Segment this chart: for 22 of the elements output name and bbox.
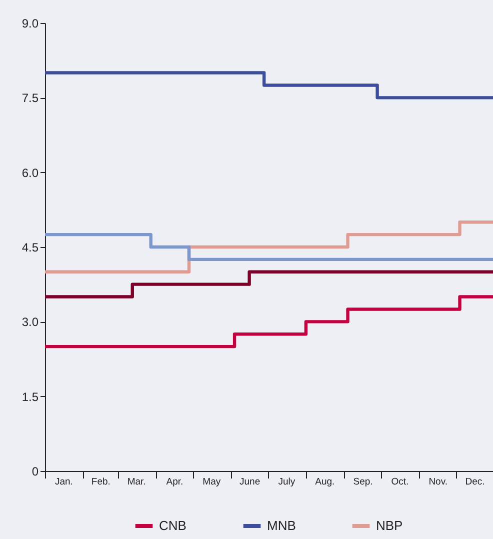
x-tick-label: July xyxy=(278,476,296,488)
y-tick-label: 3.0 xyxy=(22,315,39,330)
x-tick-label: Dec. xyxy=(465,476,485,488)
x-tick-label: May xyxy=(202,476,221,488)
y-tick-label: 6.0 xyxy=(22,166,39,180)
x-tick-label: Sep. xyxy=(353,476,373,488)
y-tick-label: 0 xyxy=(32,464,39,478)
x-tick-label: Oct. xyxy=(391,476,409,488)
legend-label: MNB xyxy=(267,518,296,533)
y-tick-label: 1.5 xyxy=(22,390,39,404)
y-tick-label: 9.0 xyxy=(22,16,39,30)
x-tick-label: Nov. xyxy=(428,476,448,488)
legend-label: CNB xyxy=(159,518,186,533)
x-tick-label: Apr. xyxy=(166,476,184,488)
y-tick-label: 4.5 xyxy=(22,240,39,254)
legend-label: NBP xyxy=(376,518,403,533)
x-tick-label: Jan. xyxy=(54,476,73,488)
x-tick-label: Aug. xyxy=(315,476,335,488)
x-tick-label: Feb. xyxy=(91,476,110,488)
x-tick-label: June xyxy=(240,476,260,488)
y-tick-label: 7.5 xyxy=(22,91,39,106)
x-tick-label: Mar. xyxy=(127,476,146,488)
